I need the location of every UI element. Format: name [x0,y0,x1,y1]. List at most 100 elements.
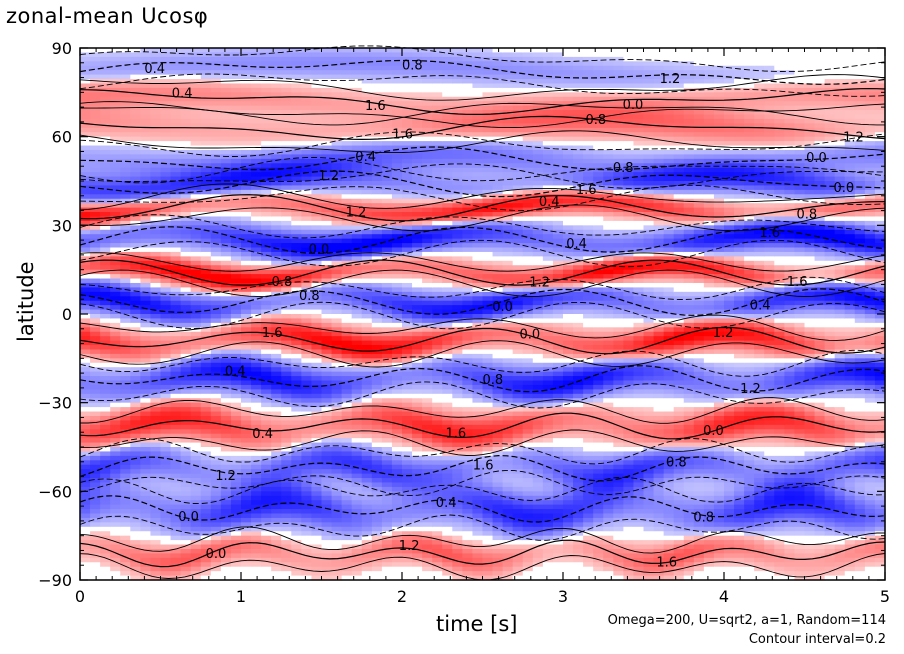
field-cell [251,553,262,559]
field-cell [472,145,484,151]
field-cell [130,340,141,346]
field-cell [130,163,141,169]
field-cell [331,340,343,346]
field-cell [422,256,433,262]
field-cell [391,92,403,98]
field-cell [402,544,413,550]
field-cell [361,340,373,346]
field-cell [150,429,162,435]
field-cell [100,48,111,54]
field-cell [140,220,152,226]
field-cell [251,340,262,346]
field-cell [492,256,504,262]
field-cell [482,473,494,479]
field-cell [271,526,282,532]
field-cell [321,163,333,169]
field-cell [241,513,252,519]
field-cell [281,176,292,182]
field-cell [230,526,242,532]
field-cell [301,74,313,80]
field-cell [391,340,403,346]
field-cell [80,136,91,142]
field-cell [271,65,282,71]
field-cell [140,389,152,395]
field-cell [230,172,242,178]
field-cell [281,194,292,200]
field-cell [200,575,212,581]
field-cell [351,101,363,107]
field-cell [402,548,413,554]
field-cell [331,149,343,155]
field-cell [442,247,453,253]
field-cell [391,70,403,76]
field-cell [381,562,393,568]
field-cell [321,362,333,368]
field-cell [230,163,242,169]
field-cell [331,101,343,107]
field-cell [442,327,453,333]
field-cell [462,181,474,187]
field-cell [220,526,232,532]
field-cell [321,531,333,537]
field-cell [281,163,292,169]
field-cell [482,70,494,76]
field-cell [241,393,252,399]
field-cell [271,198,282,204]
field-cell [482,433,494,439]
field-cell [472,566,484,572]
field-cell [432,314,443,320]
field-cell [180,384,192,390]
field-cell [210,305,222,311]
field-cell [482,207,494,213]
field-cell [321,407,333,413]
field-cell [412,362,423,368]
field-cell [130,491,141,497]
field-cell [291,509,302,515]
field-cell [381,145,393,151]
field-cell [432,154,443,160]
field-cell [190,345,202,351]
field-cell [90,291,101,297]
field-cell [230,278,242,284]
field-cell [321,438,333,444]
field-cell [90,358,101,364]
field-cell [140,194,152,200]
field-cell [422,575,433,581]
field-cell [100,189,111,195]
field-cell [301,149,313,155]
field-cell [432,234,443,240]
field-cell [220,353,232,359]
field-cell [321,79,333,85]
field-cell [371,52,383,58]
field-cell [321,349,333,355]
field-cell [271,296,282,302]
field-cell [311,234,323,240]
field-cell [462,349,474,355]
field-cell [402,265,413,271]
field-cell [241,318,252,324]
field-cell [110,181,121,187]
field-cell [210,238,222,244]
field-cell [200,460,212,466]
field-cell [210,509,222,515]
field-cell [462,305,474,311]
field-cell [180,442,192,448]
field-cell [472,265,484,271]
field-cell [492,52,504,58]
field-cell [442,509,453,515]
field-cell [261,358,272,364]
field-cell [241,260,252,266]
field-cell [472,447,484,453]
field-cell [281,327,292,333]
field-cell [200,132,212,138]
field-cell [130,216,141,222]
field-cell [110,407,121,413]
field-cell [160,473,172,479]
field-cell [361,163,373,169]
field-cell [422,331,433,337]
field-cell [271,384,282,390]
field-cell [200,447,212,453]
field-cell [371,198,383,204]
field-cell [432,504,443,510]
field-cell [311,491,323,497]
